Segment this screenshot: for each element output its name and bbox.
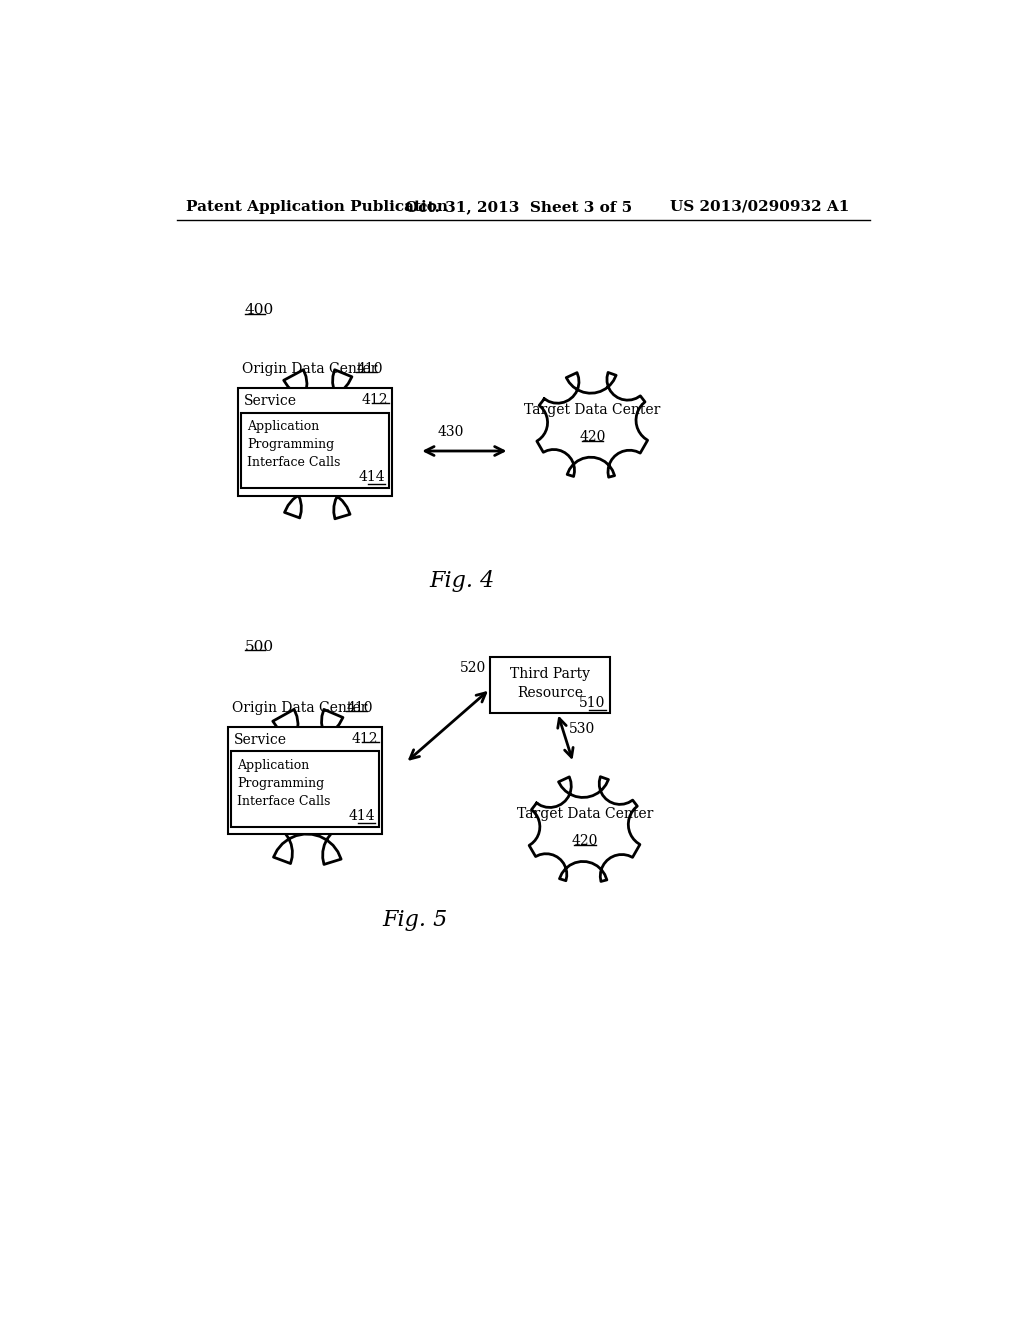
Text: 420: 420	[580, 430, 606, 445]
Polygon shape	[252, 370, 385, 519]
Polygon shape	[243, 709, 375, 865]
Polygon shape	[537, 372, 647, 477]
Text: Third Party
Resource: Third Party Resource	[510, 667, 590, 700]
Text: Origin Data Center: Origin Data Center	[243, 363, 378, 376]
Text: 410: 410	[346, 701, 373, 715]
Text: Fig. 5: Fig. 5	[383, 909, 449, 931]
Text: Target Data Center: Target Data Center	[517, 808, 653, 821]
Bar	[242, 412, 389, 488]
Text: 420: 420	[571, 834, 598, 849]
Text: 412: 412	[352, 733, 379, 746]
Text: Application
Programming
Interface Calls: Application Programming Interface Calls	[247, 420, 340, 469]
Text: Target Data Center: Target Data Center	[524, 403, 660, 417]
Bar	[239, 388, 392, 496]
Text: 530: 530	[569, 722, 595, 737]
Text: Patent Application Publication: Patent Application Publication	[186, 199, 449, 214]
Text: 400: 400	[245, 304, 273, 317]
Bar	[228, 726, 382, 834]
Text: 510: 510	[580, 696, 605, 710]
Text: 414: 414	[349, 809, 376, 822]
Text: 430: 430	[437, 425, 464, 438]
Text: 410: 410	[356, 363, 383, 376]
Bar	[490, 657, 609, 713]
Text: Service: Service	[233, 733, 287, 747]
Text: US 2013/0290932 A1: US 2013/0290932 A1	[670, 199, 849, 214]
Polygon shape	[529, 776, 640, 882]
Bar	[231, 751, 379, 826]
Text: 500: 500	[245, 640, 273, 653]
Text: Oct. 31, 2013  Sheet 3 of 5: Oct. 31, 2013 Sheet 3 of 5	[406, 199, 633, 214]
Text: 520: 520	[460, 661, 486, 676]
Text: Origin Data Center: Origin Data Center	[232, 701, 368, 715]
Text: 414: 414	[358, 470, 385, 484]
Text: Application
Programming
Interface Calls: Application Programming Interface Calls	[237, 759, 330, 808]
Text: Fig. 4: Fig. 4	[429, 570, 495, 593]
Text: 412: 412	[362, 393, 388, 408]
Text: Service: Service	[244, 395, 297, 408]
